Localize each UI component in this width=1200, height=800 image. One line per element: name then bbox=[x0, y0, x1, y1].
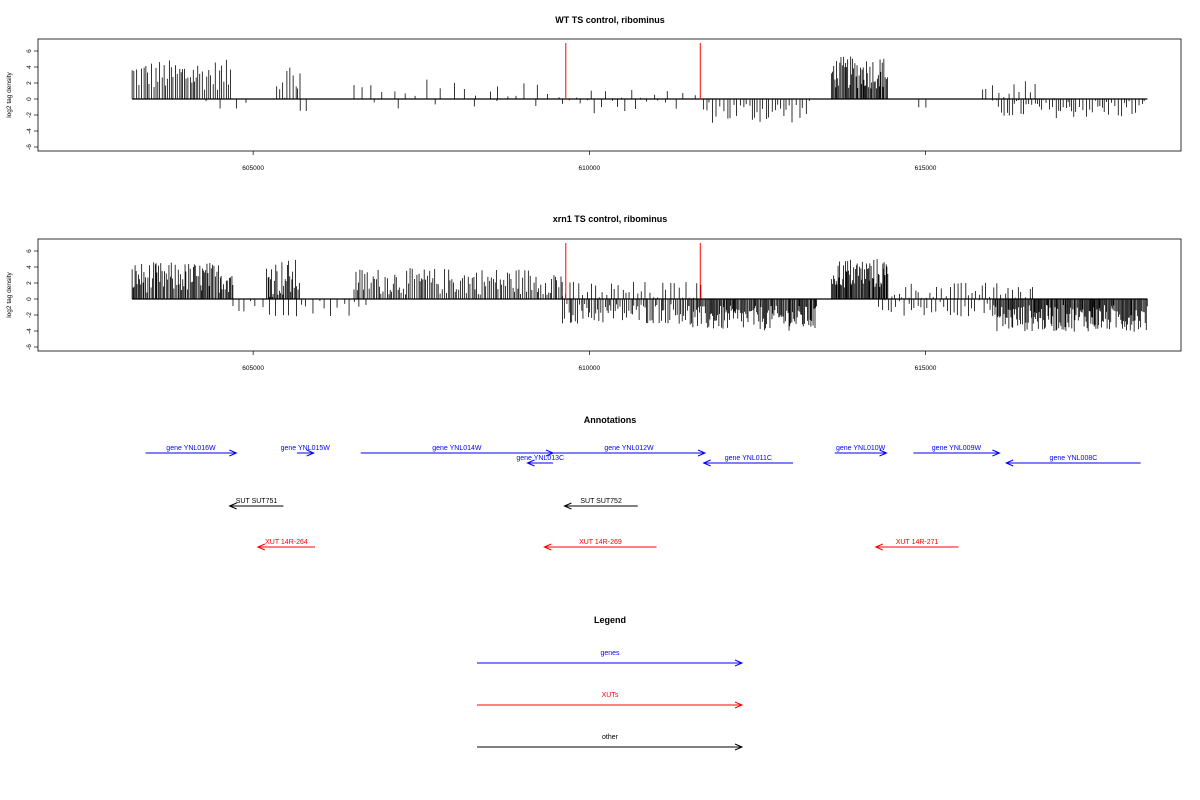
legend-item: XUTs bbox=[477, 692, 744, 709]
feature-arrow-head bbox=[1004, 459, 1014, 467]
legend-arrow-head bbox=[734, 743, 744, 751]
wt-y-ticks: 6 4 2 0 -2 -4 -6 bbox=[26, 49, 38, 150]
feature-arrow-head bbox=[702, 459, 711, 467]
annotation-features: gene YNL016W gene YNL015W gene YNL014W gene… bbox=[145, 445, 1141, 551]
feature-arrow-head bbox=[228, 502, 237, 510]
y-tick-label: 0 bbox=[26, 97, 33, 101]
xrn1-y-ticks: 6 4 2 0 -2 -4 -6 bbox=[26, 249, 38, 350]
y-tick-label: -2 bbox=[26, 112, 33, 118]
xrn1-track-panel: xrn1 TS control, ribominus log2 tag dens… bbox=[6, 214, 1182, 372]
y-tick-label: 4 bbox=[26, 265, 33, 269]
feature-label: XUT 14R-269 bbox=[579, 539, 622, 546]
y-tick-label: -6 bbox=[26, 144, 33, 150]
y-tick-label: -4 bbox=[26, 328, 33, 334]
y-tick-label: -2 bbox=[26, 312, 33, 318]
wt-x-ticks: 605000 610000 615000 bbox=[242, 151, 937, 172]
legend-arrow-head bbox=[734, 701, 744, 709]
y-tick-label: 2 bbox=[26, 81, 33, 85]
legend-label: genes bbox=[600, 650, 620, 657]
legend-panel: Legend genes XUTs other bbox=[477, 615, 744, 751]
xrn1-track-title: xrn1 TS control, ribominus bbox=[553, 214, 668, 224]
xrn1-plot-frame bbox=[37, 238, 1182, 352]
feature-label: XUT 14R-264 bbox=[265, 539, 308, 546]
legend-label: XUTs bbox=[602, 692, 619, 699]
annotation-feature: XUT 14R-271 bbox=[874, 539, 959, 551]
wt-track-panel: WT TS control, ribominus log2 tag densit… bbox=[6, 15, 1182, 172]
y-tick-label: -4 bbox=[26, 128, 33, 134]
wt-track-title: WT TS control, ribominus bbox=[555, 15, 665, 25]
annotation-feature: gene YNL008C bbox=[1004, 455, 1141, 467]
annotation-feature: gene YNL009W bbox=[913, 445, 1001, 457]
feature-label: gene YNL010W bbox=[836, 445, 886, 452]
feature-label: gene YNL014W bbox=[432, 445, 482, 452]
feature-arrow-head bbox=[306, 449, 315, 457]
wt-region-markers bbox=[565, 43, 701, 99]
legend-items: genes XUTs other bbox=[477, 650, 744, 751]
legend-label: other bbox=[602, 734, 619, 741]
wt-density-bars bbox=[131, 56, 1145, 123]
y-tick-label: 0 bbox=[26, 297, 33, 301]
annotation-feature: XUT 14R-269 bbox=[543, 539, 657, 551]
legend-item: genes bbox=[477, 650, 744, 667]
annotation-feature: SUT SUT752 bbox=[563, 498, 638, 510]
annotations-title: Annotations bbox=[584, 415, 637, 425]
legend-item: other bbox=[477, 734, 744, 751]
feature-arrow-head bbox=[543, 543, 552, 551]
feature-arrow-head bbox=[563, 502, 572, 510]
xrn1-y-axis-label: log2 tag density bbox=[6, 271, 13, 317]
legend-title: Legend bbox=[594, 615, 626, 625]
feature-label: gene YNL012W bbox=[604, 445, 654, 452]
x-tick-label: 615000 bbox=[915, 165, 937, 172]
annotation-feature: gene YNL010W bbox=[834, 445, 888, 457]
feature-arrow-head bbox=[874, 543, 883, 551]
feature-arrow-head bbox=[256, 543, 266, 551]
wt-y-axis-label: log2 tag density bbox=[6, 71, 13, 117]
feature-arrow-head bbox=[879, 449, 888, 457]
annotation-feature: gene YNL013C bbox=[516, 455, 564, 467]
annotations-panel: Annotations gene YNL016W gene YNL015W gene… bbox=[145, 415, 1141, 551]
x-tick-label: 605000 bbox=[242, 365, 264, 372]
feature-label: SUT SUT752 bbox=[580, 498, 622, 505]
feature-label: gene YNL008C bbox=[1050, 455, 1098, 462]
y-tick-label: 4 bbox=[26, 65, 33, 69]
feature-label: XUT 14R-271 bbox=[896, 539, 939, 546]
y-tick-label: 6 bbox=[26, 49, 33, 53]
feature-label: SUT SUT751 bbox=[236, 498, 278, 505]
feature-label: gene YNL015W bbox=[281, 445, 331, 452]
feature-arrow-head bbox=[229, 449, 238, 457]
y-tick-label: 6 bbox=[26, 249, 33, 253]
annotation-feature: gene YNL015W bbox=[281, 445, 331, 457]
annotation-feature: gene YNL016W bbox=[145, 445, 238, 457]
annotation-feature: gene YNL011C bbox=[702, 455, 794, 467]
xrn1-x-ticks: 605000 610000 615000 bbox=[242, 351, 937, 372]
feature-arrow-head bbox=[697, 449, 707, 457]
annotation-feature: gene YNL012W bbox=[553, 445, 707, 457]
feature-label: gene YNL016W bbox=[166, 445, 216, 452]
feature-label: gene YNL011C bbox=[725, 455, 772, 462]
x-tick-label: 615000 bbox=[915, 365, 937, 372]
x-tick-label: 610000 bbox=[578, 165, 600, 172]
legend-arrow-head bbox=[734, 659, 744, 667]
feature-label: gene YNL013C bbox=[516, 455, 564, 462]
y-tick-label: 2 bbox=[26, 281, 33, 285]
feature-arrow-head bbox=[992, 449, 1001, 457]
wt-plot-frame bbox=[37, 38, 1182, 152]
annotation-feature: XUT 14R-264 bbox=[256, 539, 316, 551]
feature-arrow-head bbox=[526, 459, 535, 467]
x-tick-label: 610000 bbox=[578, 365, 600, 372]
feature-label: gene YNL009W bbox=[932, 445, 982, 452]
annotation-feature: SUT SUT751 bbox=[228, 498, 284, 510]
xrn1-region-markers bbox=[565, 243, 701, 299]
y-tick-label: -6 bbox=[26, 344, 33, 350]
x-tick-label: 605000 bbox=[242, 165, 264, 172]
xrn1-density-bars bbox=[131, 259, 1148, 332]
